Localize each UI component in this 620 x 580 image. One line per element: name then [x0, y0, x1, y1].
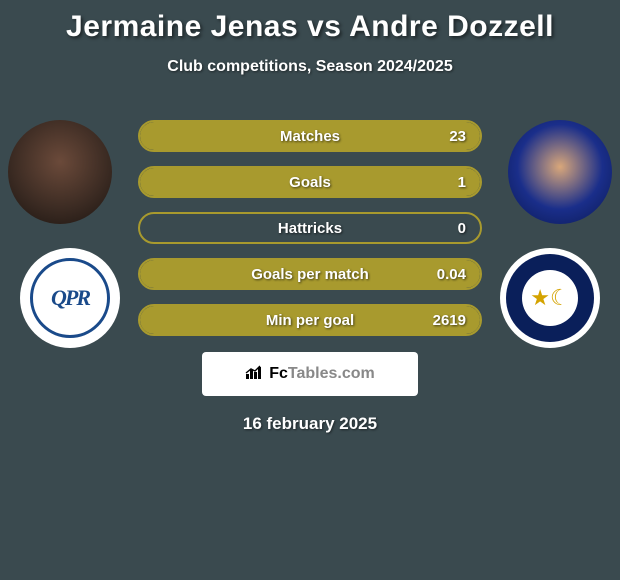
club-right-badge: ★☾ [500, 248, 600, 348]
stat-row-hattricks: Hattricks 0 [138, 212, 482, 244]
stat-label: Goals per match [140, 260, 480, 288]
stat-label: Matches [140, 122, 480, 150]
stat-row-gpm: Goals per match 0.04 [138, 258, 482, 290]
source-text: FcTables.com [269, 365, 375, 383]
stat-row-mpg: Min per goal 2619 [138, 304, 482, 336]
stat-value-right: 1 [458, 168, 466, 196]
club-left-badge: QPR [20, 248, 120, 348]
portsmouth-crest-inner: ★☾ [522, 270, 578, 326]
stat-value-right: 0.04 [437, 260, 466, 288]
player-right-avatar [508, 120, 612, 224]
source-prefix: Fc [269, 365, 288, 382]
stat-label: Min per goal [140, 306, 480, 334]
qpr-crest: QPR [30, 258, 110, 338]
bar-chart-icon [245, 364, 265, 385]
qpr-crest-text: QPR [51, 285, 89, 311]
stat-value-right: 0 [458, 214, 466, 242]
date-line: 16 february 2025 [0, 414, 620, 434]
portsmouth-crest: ★☾ [506, 254, 594, 342]
stat-value-right: 23 [449, 122, 466, 150]
stat-label: Hattricks [140, 214, 480, 242]
stat-value-right: 2619 [433, 306, 466, 334]
subtitle: Club competitions, Season 2024/2025 [0, 58, 620, 76]
stat-label: Goals [140, 168, 480, 196]
page-title: Jermaine Jenas vs Andre Dozzell [0, 0, 620, 44]
player-left-avatar [8, 120, 112, 224]
comparison-card: Jermaine Jenas vs Andre Dozzell Club com… [0, 0, 620, 440]
star-moon-icon: ★☾ [530, 285, 569, 311]
stat-row-matches: Matches 23 [138, 120, 482, 152]
stat-bars: Matches 23 Goals 1 Hattricks 0 Goals per… [138, 120, 482, 350]
source-suffix: Tables.com [288, 365, 375, 382]
source-badge: FcTables.com [202, 352, 418, 396]
stat-row-goals: Goals 1 [138, 166, 482, 198]
